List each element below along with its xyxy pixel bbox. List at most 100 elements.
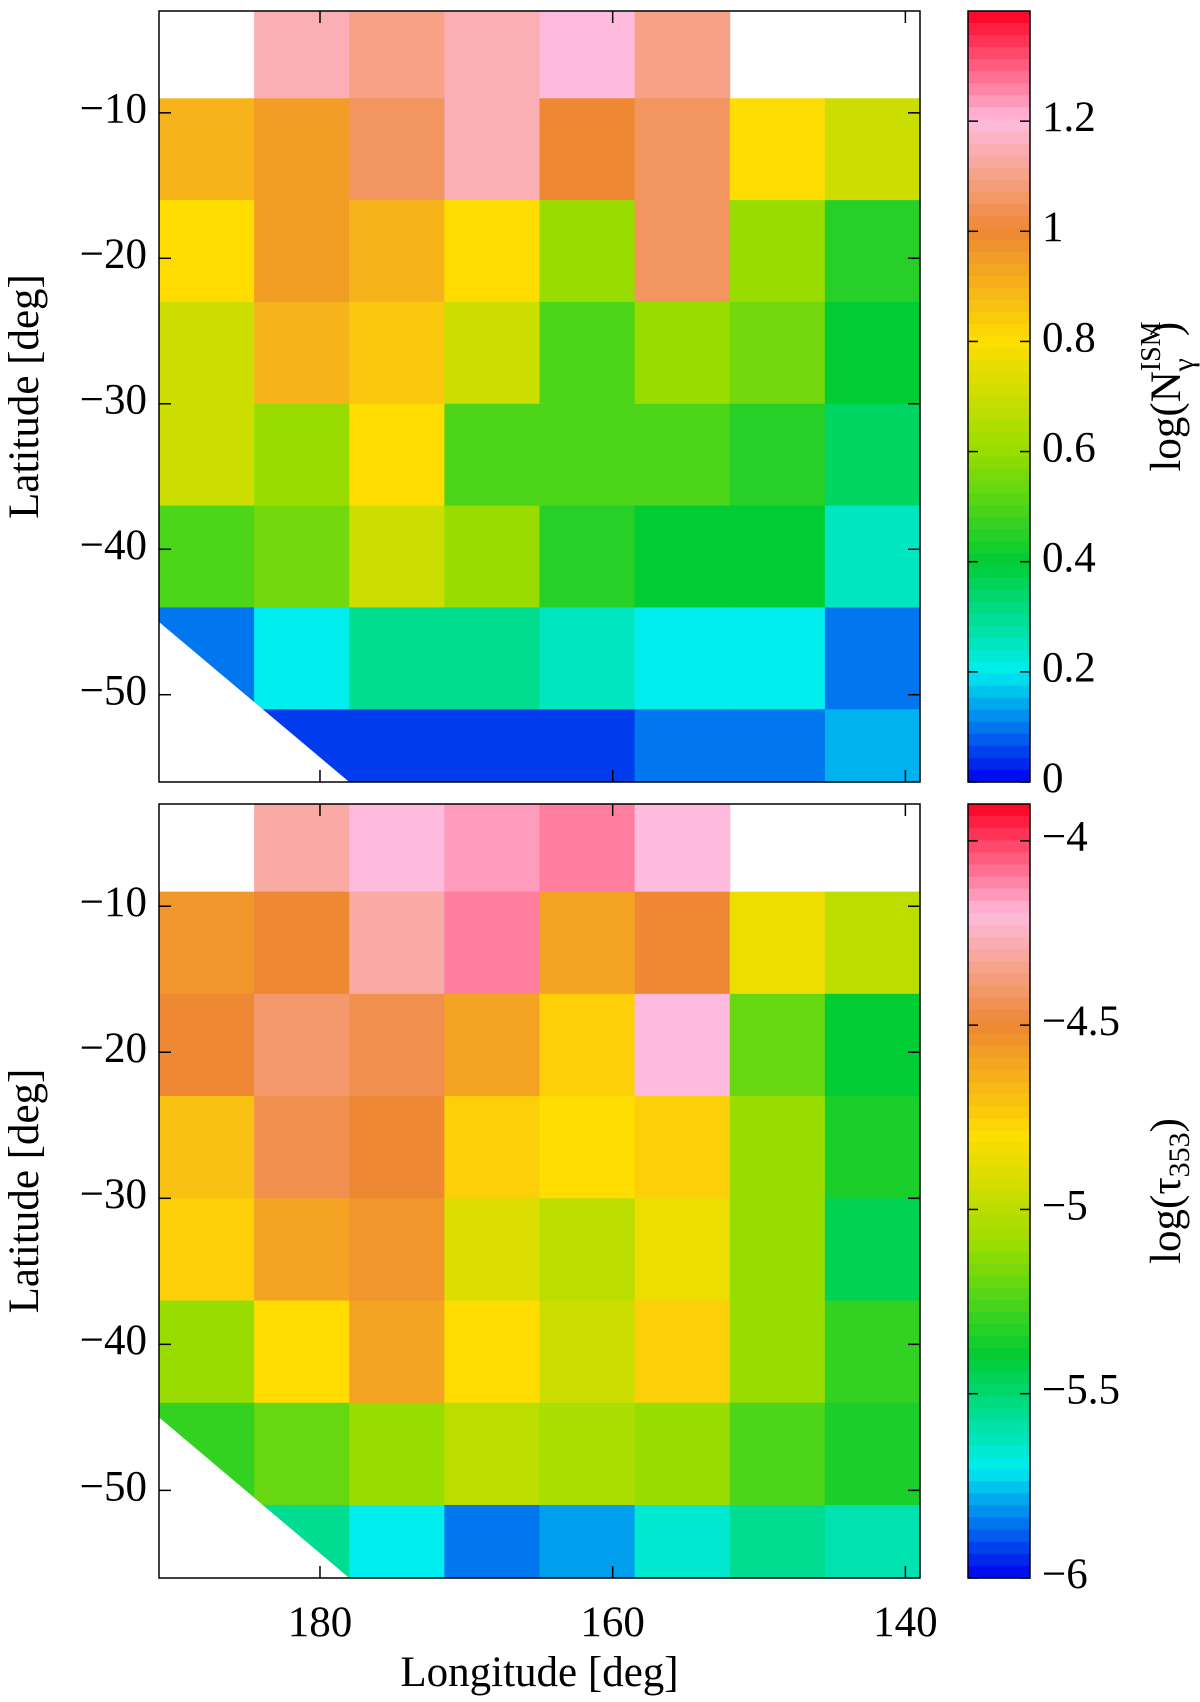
colorbar-label: log(NISMγ) [1136,321,1199,471]
colorbar-step [968,360,1030,374]
heatmap-cell [634,1504,731,1579]
heatmap-cell [539,301,636,405]
colorbar-step [968,1130,1030,1144]
colorbar-step [968,504,1030,518]
colorbar-label: log(τ353) [1143,1118,1196,1264]
colorbar-step [968,1336,1030,1349]
colorbar-step [968,516,1030,530]
colorbar-tick-label: 0.4 [1042,535,1096,582]
heatmap-cell [254,1402,350,1506]
colorbar-step [968,384,1030,398]
colorbar-step [968,840,1030,853]
heatmap-cell [444,301,540,405]
heatmap-cell [444,1504,540,1579]
colorbar-step [968,23,1030,36]
heatmap-cell [539,993,636,1097]
label-text: log(τ [1143,1177,1190,1264]
colorbar-step [968,721,1030,735]
heatmap-cell [349,98,445,201]
colorbar-step [968,816,1030,829]
heatmap-cell [444,607,540,710]
heatmap-cell [159,200,255,303]
heatmap-cell [444,200,540,303]
mask [159,1417,350,1578]
colorbar-step [968,973,1030,987]
x-tick-label: 160 [580,1599,645,1646]
colorbar-step [968,1348,1030,1361]
heatmap-cell [254,403,350,507]
colorbar-tick-label: 0.2 [1042,645,1096,692]
heatmap-cell [634,505,731,608]
y-tick-label: −50 [80,1463,147,1510]
colorbar-step [968,1384,1030,1398]
colorbar-tick-label: −6 [1042,1551,1088,1598]
heatmap-cell [824,1402,921,1506]
colorbar-step [968,733,1030,747]
label-text: log(N [1143,371,1190,471]
heatmap-cell [349,1198,445,1302]
colorbar-step [968,468,1030,482]
heatmap-cell [539,403,636,507]
colorbar-step [968,769,1030,783]
colorbar-step [968,1045,1030,1059]
heatmap-cell [824,993,921,1097]
heatmap-cell [349,505,445,608]
colorbar-step [968,1505,1030,1519]
heatmap-cell [539,804,636,893]
y-tick-label: −40 [80,1317,147,1364]
heatmap-cell [824,709,921,783]
heatmap-cell [634,1096,731,1199]
colorbar-step [968,828,1030,841]
colorbar-step [968,119,1030,133]
heatmap-cell [159,505,255,608]
colorbar-step [968,1070,1030,1083]
heatmap-cell [254,891,350,995]
heatmap-cell [254,804,350,893]
heatmap-cell [254,1096,350,1199]
heatmap-cell [634,1198,731,1302]
heatmap-cell [349,11,445,99]
heatmap-cell [539,1096,636,1199]
heatmap-cell [159,98,255,201]
heatmap-cell [254,505,350,608]
colorbar-step [968,1553,1030,1567]
colorbar-step [968,336,1030,349]
colorbar-step [968,529,1030,542]
colorbar-step [968,215,1030,229]
heatmap-cell [349,1504,445,1579]
heatmap-cell [634,11,731,99]
colorbar-step [968,661,1030,675]
colorbar-step [968,420,1030,434]
y-tick-label: −40 [80,522,147,569]
colorbar-step [968,864,1030,878]
colorbar-step [968,107,1030,121]
colorbar-step [968,852,1030,866]
colorbar-step [968,191,1030,205]
colorbar-step [968,757,1030,771]
colorbar-step [968,131,1030,145]
colorbar-step [968,179,1030,193]
colorbar-step [968,1396,1030,1410]
heatmap-cell [729,403,826,507]
heatmap-cell [634,1402,731,1506]
heatmap-cell [539,607,636,710]
colorbar-step [968,1191,1030,1204]
colorbar-step [968,1033,1030,1047]
heatmap-cell [349,301,445,405]
heatmap-cell [539,1402,636,1506]
x-axis-label: Longitude [deg] [400,1649,678,1696]
heatmap-cell [349,200,445,303]
colorbar-step [968,1239,1030,1253]
colorbar-step [968,1565,1030,1579]
colorbar-step [968,492,1030,506]
label-end: ) [1143,322,1190,336]
heatmap-cell [444,1096,540,1199]
colorbar-step [968,1227,1030,1240]
colorbar-tick-label: −5.5 [1042,1367,1120,1414]
colorbar-step [968,155,1030,169]
heatmap-cell [729,1096,826,1199]
colorbar-step [968,288,1030,301]
colorbar-step [968,637,1030,651]
colorbar-step [968,1324,1030,1337]
colorbar-step [968,937,1030,950]
